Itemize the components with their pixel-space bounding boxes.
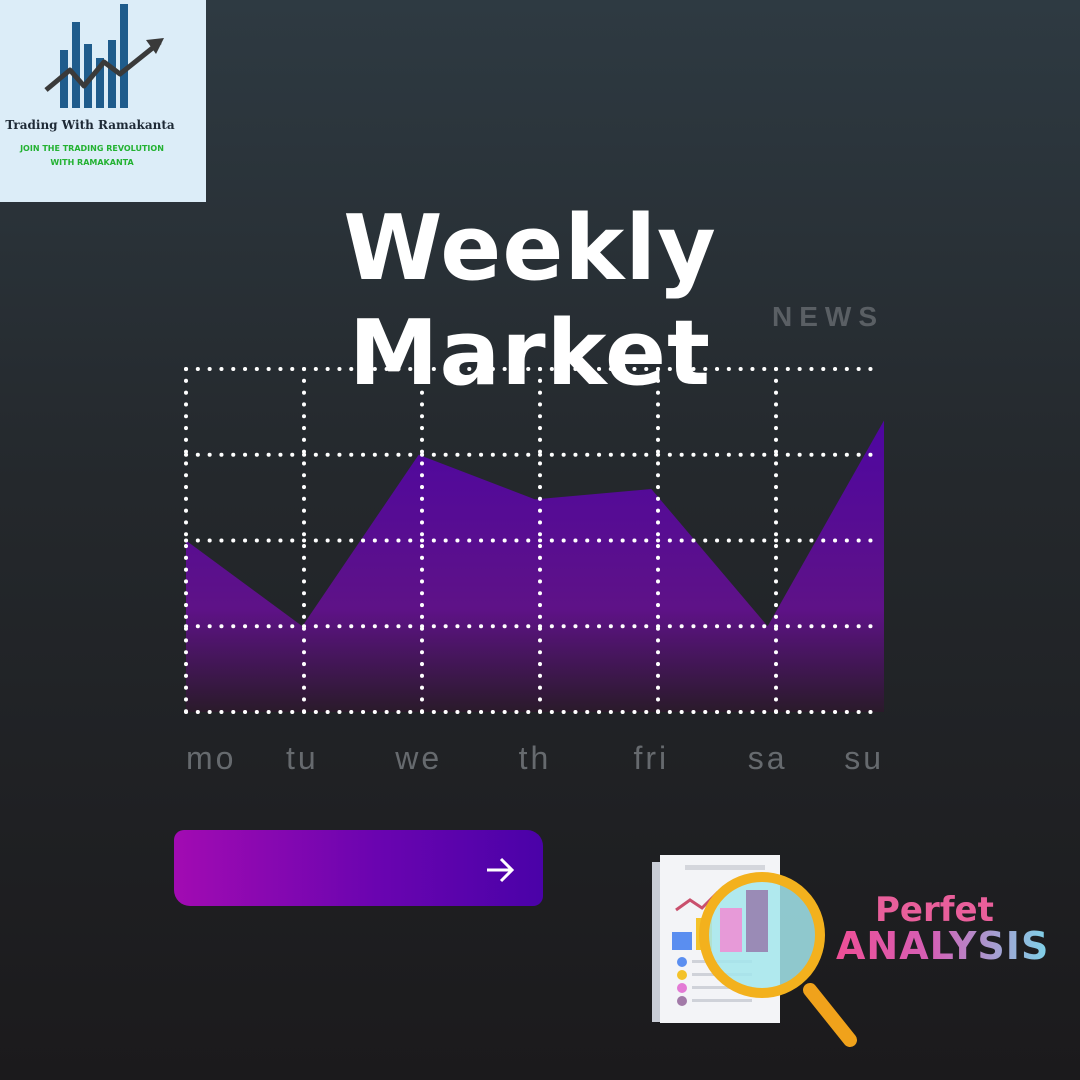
- x-axis-labels: mo tu we th fri sa su: [186, 740, 884, 776]
- page-subtitle: NEWS: [772, 301, 884, 332]
- area-layer: [186, 420, 884, 712]
- x-tick-label: sa: [748, 740, 788, 776]
- x-tick-label: tu: [286, 740, 319, 776]
- brand-tagline: JOIN THE TRADING REVOLUTION WITH RAMAKAN…: [14, 142, 170, 170]
- bar-chart-growth-arrow-logo: [44, 4, 164, 108]
- brand-logo-card: Trading With Ramakanta JOIN THE TRADING …: [0, 0, 206, 202]
- brand-name: Trading With Ramakanta: [5, 118, 175, 132]
- x-tick-label: fri: [634, 740, 670, 776]
- arrow-right-icon: [487, 857, 515, 883]
- x-tick-label: we: [394, 740, 442, 776]
- arrow-action-button[interactable]: [174, 830, 543, 906]
- promo-line2: ANALYSIS: [836, 924, 1050, 968]
- grid-layer: [184, 367, 880, 714]
- x-tick-label: su: [844, 740, 884, 776]
- series-area: [186, 420, 884, 712]
- report-magnifier-icon: [652, 855, 857, 1047]
- x-tick-label: th: [519, 740, 552, 776]
- x-tick-label: mo: [186, 740, 236, 776]
- promo-line1: Perfet: [875, 890, 994, 930]
- brand-tagline-line1: JOIN THE TRADING REVOLUTION: [20, 144, 164, 153]
- brand-tagline-line2: WITH RAMAKANTA: [50, 158, 134, 167]
- page-title: Weekly Market: [343, 196, 717, 406]
